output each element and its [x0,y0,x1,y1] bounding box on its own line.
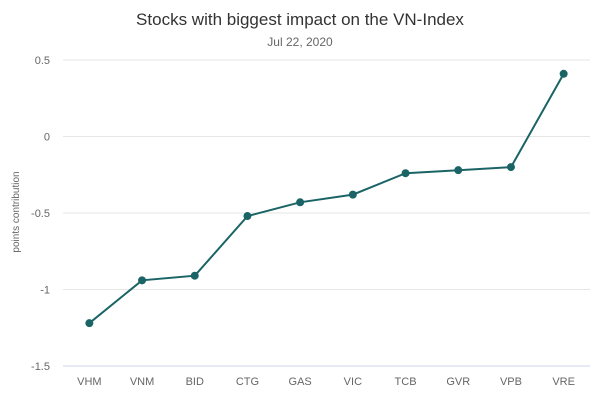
data-point-tcb[interactable] [401,169,410,178]
data-point-vnm[interactable] [138,276,147,285]
data-point-gvr[interactable] [454,166,463,175]
gridlines [63,59,590,290]
y-axis-label: points contribution [11,171,22,252]
x-axis-ticks: VHM VNM BID CTG GAS VIC TCB GVR VPB VRE [77,376,575,388]
y-tick-label: 0 [44,132,50,144]
series-line [88,73,565,324]
y-tick-label: 0.5 [35,55,50,67]
data-point-gas[interactable] [296,198,305,207]
x-tick-label: VHM [77,376,101,388]
y-axis-ticks: 0.5 0 -0.5 -1 -1.5 [31,55,50,373]
x-tick-label: VRE [552,376,575,388]
data-point-vre[interactable] [559,69,568,78]
chart-title: Stocks with biggest impact on the VN-Ind… [136,10,464,29]
y-tick-label: -1.5 [31,361,50,373]
y-tick-label: -0.5 [31,208,50,220]
x-tick-label: VNM [130,376,154,388]
x-tick-label: CTG [236,376,259,388]
x-tick-label: BID [186,376,204,388]
chart-subtitle: Jul 22, 2020 [267,35,333,49]
data-point-bid[interactable] [190,271,199,280]
data-point-vpb[interactable] [506,163,515,172]
x-tick-label: GVR [446,376,470,388]
data-point-vhm[interactable] [85,319,94,328]
y-tick-label: -1 [40,285,50,297]
x-tick-label: TCB [395,376,417,388]
x-tick-label: GAS [289,376,312,388]
data-point-ctg[interactable] [243,212,252,221]
data-point-vic[interactable] [348,190,357,199]
x-tick-label: VPB [500,376,522,388]
x-tick-label: VIC [344,376,362,388]
series-layer [85,69,568,328]
